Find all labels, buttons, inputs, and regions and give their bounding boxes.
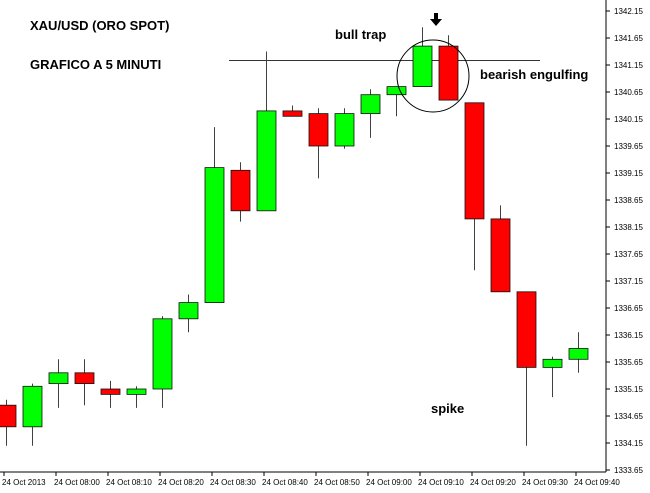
y-tick-label: 1341.15 xyxy=(614,61,643,70)
y-tick-label: 1334.65 xyxy=(614,412,643,421)
candle xyxy=(516,291,537,446)
candle xyxy=(100,380,121,408)
candle xyxy=(256,51,277,212)
bearish-candle-body xyxy=(464,102,485,220)
y-tick-label: 1336.15 xyxy=(614,331,643,340)
y-tick-label: 1340.15 xyxy=(614,115,643,124)
candle xyxy=(568,332,589,373)
candle xyxy=(48,359,69,408)
y-tick-label: 1339.65 xyxy=(614,142,643,151)
bearish-candle-body xyxy=(490,218,511,293)
x-tick-label: 24 Oct 08:00 xyxy=(54,478,100,487)
candle xyxy=(490,205,511,293)
bullish-candle-body xyxy=(178,302,199,320)
bearish-candle-body xyxy=(230,169,251,212)
candle xyxy=(464,102,485,271)
engulfing-highlight-circle xyxy=(396,39,470,113)
y-tick-label: 1338.65 xyxy=(614,196,643,205)
x-tick-label: 24 Oct 08:30 xyxy=(210,478,256,487)
y-tick-label: 1334.15 xyxy=(614,439,643,448)
y-tick-label: 1335.15 xyxy=(614,385,643,394)
candle xyxy=(204,127,225,304)
x-tick-label: 24 Oct 09:10 xyxy=(418,478,464,487)
bullish-candle-body xyxy=(48,372,69,384)
x-tick-label: 24 Oct 09:30 xyxy=(522,478,568,487)
annotation-bull-trap: bull trap xyxy=(335,27,386,42)
y-tick-label: 1339.15 xyxy=(614,169,643,178)
y-tick-label: 1333.65 xyxy=(614,466,643,475)
candle xyxy=(334,108,355,149)
bearish-candle-body xyxy=(516,291,537,368)
bearish-candle-body xyxy=(74,372,95,384)
x-tick-label: 24 Oct 2013 xyxy=(2,478,46,487)
bearish-candle-body xyxy=(438,45,459,101)
x-tick-label: 24 Oct 08:40 xyxy=(262,478,308,487)
bullish-candle-body xyxy=(542,358,563,368)
x-tick-label: 24 Oct 09:20 xyxy=(470,478,516,487)
bullish-candle-body xyxy=(568,348,589,360)
y-tick-label: 1341.65 xyxy=(614,34,643,43)
bullish-candle-body xyxy=(386,86,407,96)
x-tick-label: 24 Oct 08:20 xyxy=(158,478,204,487)
chart-subtitle: GRAFICO A 5 MINUTI xyxy=(30,57,161,72)
candle xyxy=(22,383,43,446)
candle xyxy=(438,35,459,101)
candle xyxy=(412,27,433,87)
y-tick-label: 1342.15 xyxy=(614,7,643,16)
x-tick-label: 24 Oct 09:40 xyxy=(574,478,620,487)
bullish-candle-body xyxy=(334,113,355,147)
candle xyxy=(308,108,329,179)
candle xyxy=(542,356,563,398)
annotation-bearish-engulfing: bearish engulfing xyxy=(480,67,588,82)
y-tick-label: 1340.65 xyxy=(614,88,643,97)
bullish-candle-body xyxy=(360,94,381,114)
x-tick-label: 24 Oct 09:00 xyxy=(366,478,412,487)
candle xyxy=(126,386,147,408)
y-tick-label: 1337.65 xyxy=(614,250,643,259)
bullish-candle-body xyxy=(152,318,173,390)
bearish-candle-body xyxy=(100,388,121,395)
chart-title: XAU/USD (ORO SPOT) xyxy=(30,18,169,33)
bearish-candle-body xyxy=(282,110,303,117)
candle xyxy=(360,89,381,138)
candle xyxy=(230,162,251,222)
bullish-candle-body xyxy=(412,45,433,87)
bearish-candle-body xyxy=(0,404,17,428)
candle xyxy=(74,359,95,406)
down-arrow-icon xyxy=(430,13,442,26)
x-tick-label: 24 Oct 08:50 xyxy=(314,478,360,487)
bullish-candle-body xyxy=(126,388,147,395)
x-tick-label: 24 Oct 08:10 xyxy=(106,478,152,487)
y-tick-label: 1335.65 xyxy=(614,358,643,367)
bullish-candle-body xyxy=(22,385,43,428)
candle xyxy=(386,86,407,117)
y-tick-label: 1338.15 xyxy=(614,223,643,232)
bullish-candle-body xyxy=(204,167,225,304)
candle xyxy=(178,294,199,333)
y-tick-label: 1336.65 xyxy=(614,304,643,313)
bearish-candle-body xyxy=(308,113,329,147)
candle xyxy=(152,316,173,408)
candle xyxy=(282,105,303,117)
y-tick-label: 1337.15 xyxy=(614,277,643,286)
annotation-spike: spike xyxy=(431,401,464,416)
candle xyxy=(0,399,17,446)
bullish-candle-body xyxy=(256,110,277,212)
